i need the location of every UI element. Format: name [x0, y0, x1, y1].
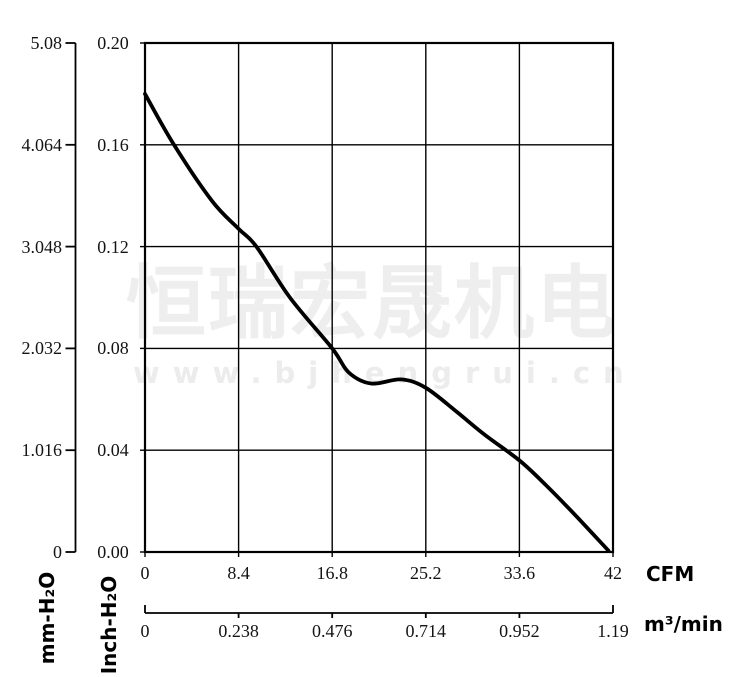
mm-h2o-tick-label: 0	[53, 542, 62, 562]
inch-h2o-tick-label: 0.08	[97, 338, 129, 359]
inch-h2o-tick-label: 0.00	[97, 542, 129, 562]
inch-h2o-axis-title: Inch-H₂O	[97, 575, 121, 675]
cfm-tick-label: 33.6	[503, 563, 536, 583]
inch-h2o-tick-label: 0.12	[97, 236, 129, 257]
inch-h2o-tick-label: 0.16	[97, 134, 129, 155]
m3min-tick-label: 0.476	[311, 621, 353, 641]
inch-h2o-tick-label: 0.04	[97, 440, 129, 461]
mm-h2o-tick-label: 3.048	[21, 236, 63, 257]
pq-curve	[143, 92, 611, 553]
m3min-tick-label: 0.238	[218, 621, 259, 641]
cfm-tick-label: 0	[140, 563, 150, 583]
mm-h2o-axis-title: mm-H₂O	[35, 571, 59, 665]
watermark-chinese-text: 恒瑞宏晟机电	[126, 257, 618, 350]
m3min-tick-label: 1.19	[597, 621, 629, 641]
mm-h2o-tick-label: 5.08	[30, 33, 63, 53]
m3min-tick-label: 0	[140, 621, 150, 641]
cfm-tick-label: 16.8	[316, 563, 348, 583]
plot-border	[143, 41, 615, 554]
mm-h2o-tick-label: 2.032	[21, 338, 63, 359]
inch-h2o-tick-label: 0.20	[97, 33, 129, 53]
cfm-axis-unit-label: CFM	[646, 562, 695, 586]
mm-h2o-tick-label: 4.064	[21, 134, 63, 155]
m3min-axis-unit-label: m³/min	[644, 612, 723, 636]
cfm-tick-label: 42	[604, 563, 622, 583]
cfm-tick-label: 25.2	[410, 563, 442, 583]
mm-h2o-tick-label: 1.016	[21, 440, 63, 461]
cfm-tick-label: 8.4	[227, 563, 250, 583]
m3min-tick-label: 0.714	[405, 621, 447, 641]
m3min-tick-label: 0.952	[499, 621, 540, 641]
